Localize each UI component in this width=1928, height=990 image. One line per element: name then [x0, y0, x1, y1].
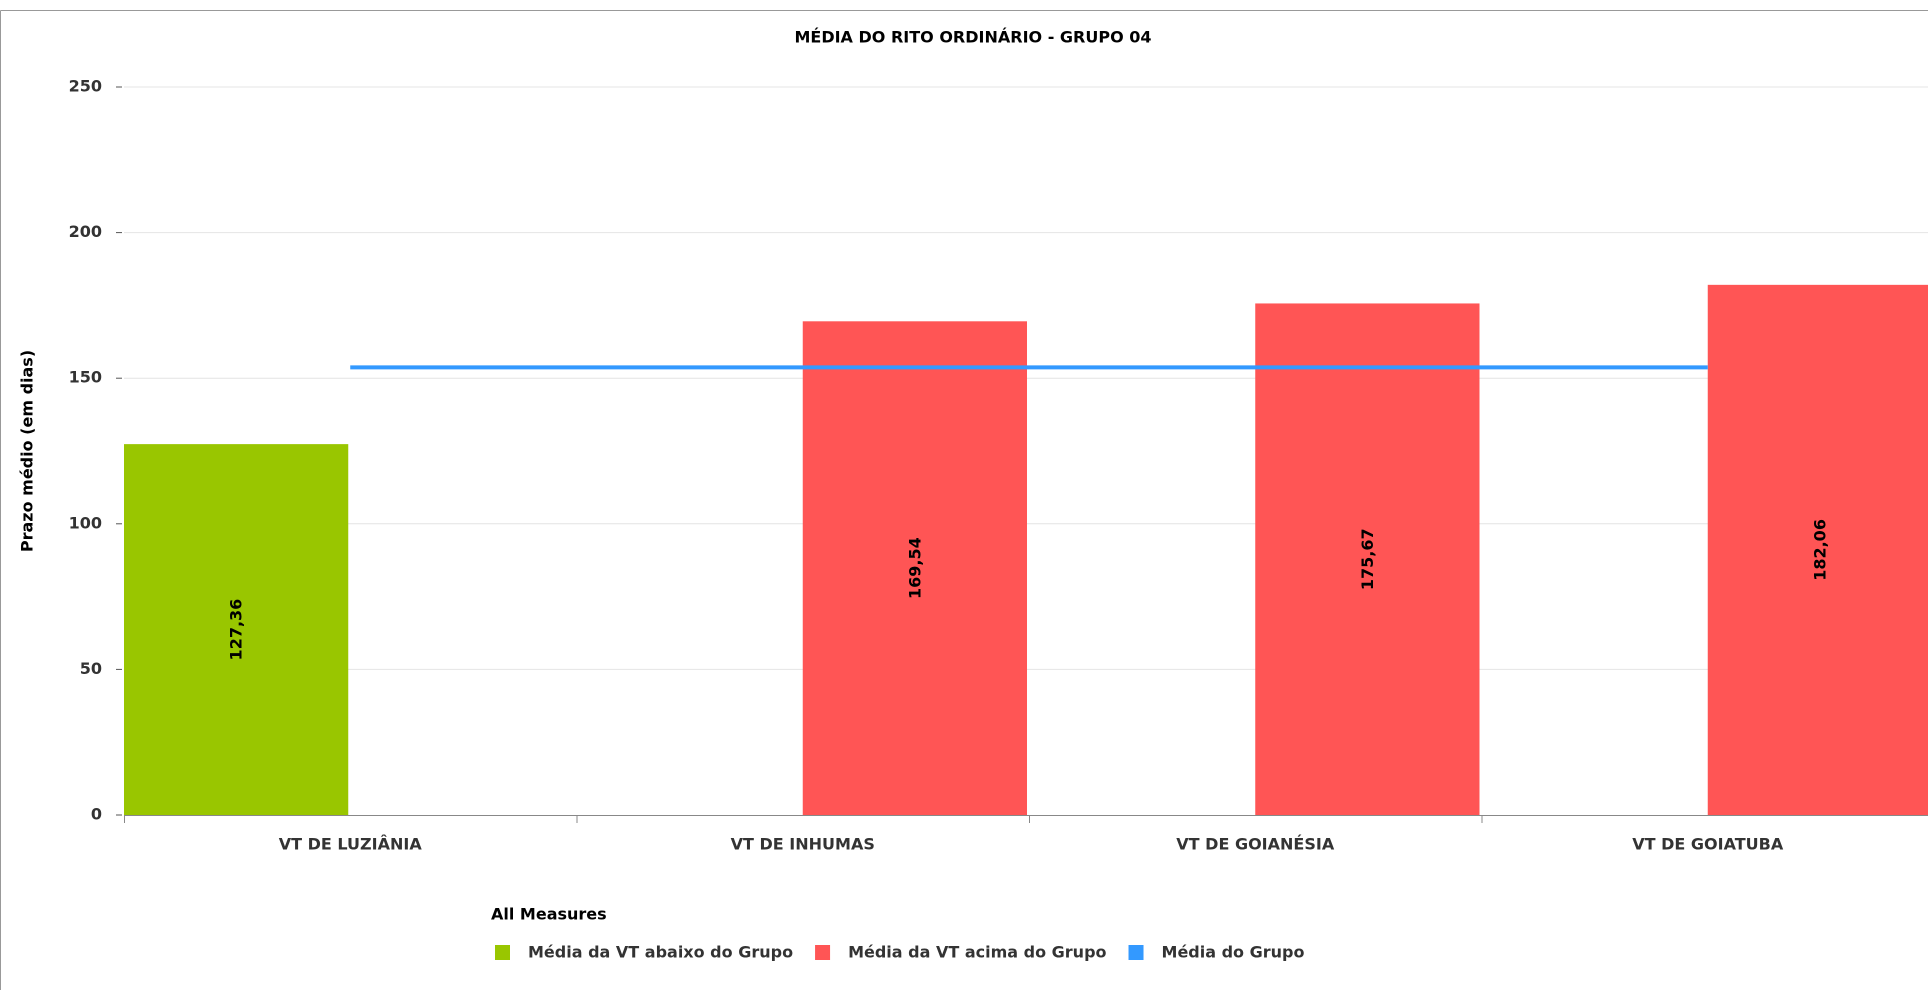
data-label: 175,67: [1358, 528, 1377, 590]
legend-title: All Measures: [491, 905, 607, 924]
bar: [124, 444, 349, 815]
bar: [802, 321, 1027, 815]
bar: [1255, 303, 1480, 815]
data-label: 127,36: [227, 599, 246, 661]
legend-label: Média da VT abaixo do Grupo: [528, 943, 793, 962]
legend-swatch: [495, 945, 510, 960]
legend-swatch: [815, 945, 831, 960]
x-tick-label: VT DE LUZIÂNIA: [279, 835, 423, 854]
bar: [1707, 284, 1928, 815]
plot: 0 50 100 150 200 250 VT DE LUZIÂNIA VT DE INHUM…: [69, 77, 1928, 854]
legend-label: Média da VT acima do Grupo: [848, 943, 1106, 962]
legend-swatch: [1128, 945, 1144, 960]
x-tick-label: VT DE GOIANÉSIA: [1176, 835, 1335, 854]
y-tick-label: 100: [69, 513, 102, 532]
y-tick-label: 200: [69, 222, 102, 241]
x-tick-label: VT DE GOIATUBA: [1632, 835, 1784, 854]
data-label: 182,06: [1810, 519, 1829, 581]
chart-title: MÉDIA DO RITO ORDINÁRIO - GRUPO 04: [794, 28, 1151, 47]
legend-label: Média do Grupo: [1162, 943, 1305, 962]
y-tick-label: 150: [69, 368, 102, 387]
y-tick-label: 250: [69, 77, 102, 96]
data-label: 169,54: [905, 537, 924, 599]
y-axis-label: Prazo médio (em dias): [18, 350, 37, 552]
y-tick-label: 50: [80, 659, 102, 678]
x-tick-label: VT DE INHUMAS: [731, 835, 875, 854]
y-tick-label: 0: [91, 805, 102, 824]
